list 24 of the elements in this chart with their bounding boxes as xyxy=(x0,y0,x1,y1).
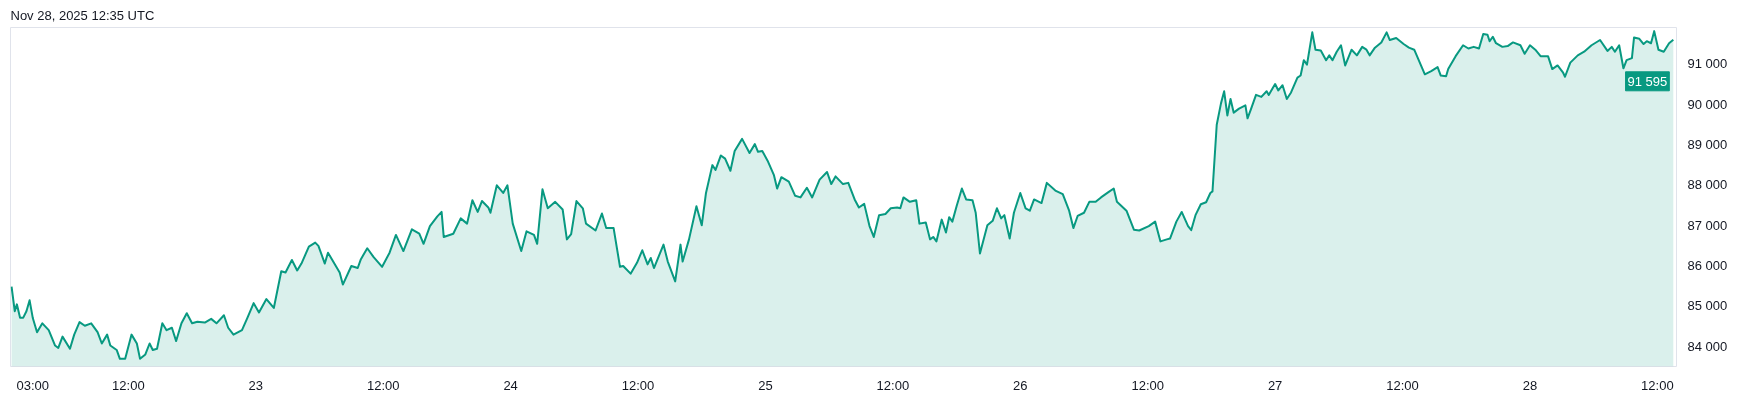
x-tick-label: 28 xyxy=(1522,377,1538,393)
x-tick-label: 23 xyxy=(248,377,264,393)
x-tick-label: 03:00 xyxy=(16,377,50,393)
x-tick-label: 12:00 xyxy=(366,377,400,393)
y-tick-label: 87 000 xyxy=(1687,217,1728,233)
x-tick-label: 12:00 xyxy=(621,377,655,393)
x-tick-label: 26 xyxy=(1013,377,1028,393)
x-tick-label: 12:00 xyxy=(112,377,145,393)
y-tick-label: 88 000 xyxy=(1687,177,1728,193)
x-tick-label: 27 xyxy=(1267,377,1283,393)
y-tick-label: 89 000 xyxy=(1687,137,1728,153)
y-tick-label: 91 000 xyxy=(1687,56,1728,72)
chart-title: Nov 28, 2025 12:35 UTC xyxy=(10,7,155,23)
x-tick-label: 12:00 xyxy=(1386,377,1419,393)
annotation: 91 595 xyxy=(1627,73,1668,89)
y-tick-label: 90 000 xyxy=(1687,96,1728,112)
y-tick-label: 86 000 xyxy=(1687,258,1728,274)
x-tick-label: 24 xyxy=(503,377,518,393)
y-tick-label: 85 000 xyxy=(1687,298,1728,314)
x-tick-label: 12:00 xyxy=(1641,377,1674,393)
x-tick-label: 12:00 xyxy=(876,377,910,393)
x-tick-label: 25 xyxy=(758,377,773,393)
y-tick-label: 84 000 xyxy=(1687,338,1728,354)
x-tick-label: 12:00 xyxy=(1131,377,1164,393)
